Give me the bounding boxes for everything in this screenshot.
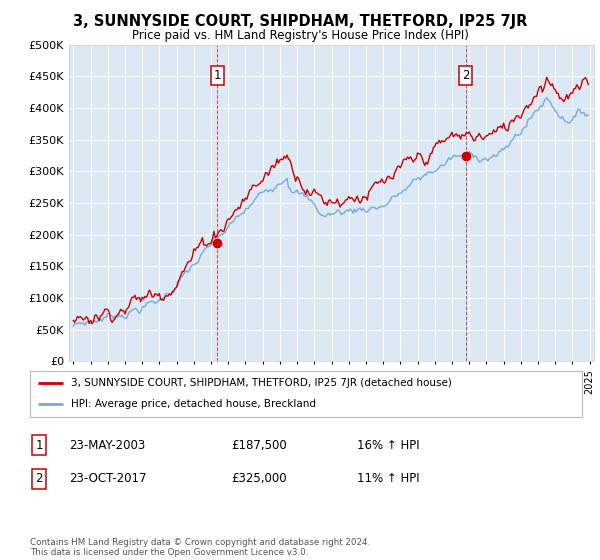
Text: 2: 2 — [462, 69, 469, 82]
Text: 23-MAY-2003: 23-MAY-2003 — [69, 438, 145, 452]
Text: Price paid vs. HM Land Registry's House Price Index (HPI): Price paid vs. HM Land Registry's House … — [131, 29, 469, 42]
Text: 3, SUNNYSIDE COURT, SHIPDHAM, THETFORD, IP25 7JR (detached house): 3, SUNNYSIDE COURT, SHIPDHAM, THETFORD, … — [71, 378, 452, 388]
Text: 2: 2 — [35, 472, 43, 486]
Text: HPI: Average price, detached house, Breckland: HPI: Average price, detached house, Brec… — [71, 399, 316, 409]
Text: 1: 1 — [35, 438, 43, 452]
Text: 1: 1 — [214, 69, 221, 82]
Text: 23-OCT-2017: 23-OCT-2017 — [69, 472, 146, 486]
Text: Contains HM Land Registry data © Crown copyright and database right 2024.
This d: Contains HM Land Registry data © Crown c… — [30, 538, 370, 557]
Text: 3, SUNNYSIDE COURT, SHIPDHAM, THETFORD, IP25 7JR: 3, SUNNYSIDE COURT, SHIPDHAM, THETFORD, … — [73, 14, 527, 29]
Text: £187,500: £187,500 — [231, 438, 287, 452]
Text: 11% ↑ HPI: 11% ↑ HPI — [357, 472, 419, 486]
Text: 16% ↑ HPI: 16% ↑ HPI — [357, 438, 419, 452]
Text: £325,000: £325,000 — [231, 472, 287, 486]
